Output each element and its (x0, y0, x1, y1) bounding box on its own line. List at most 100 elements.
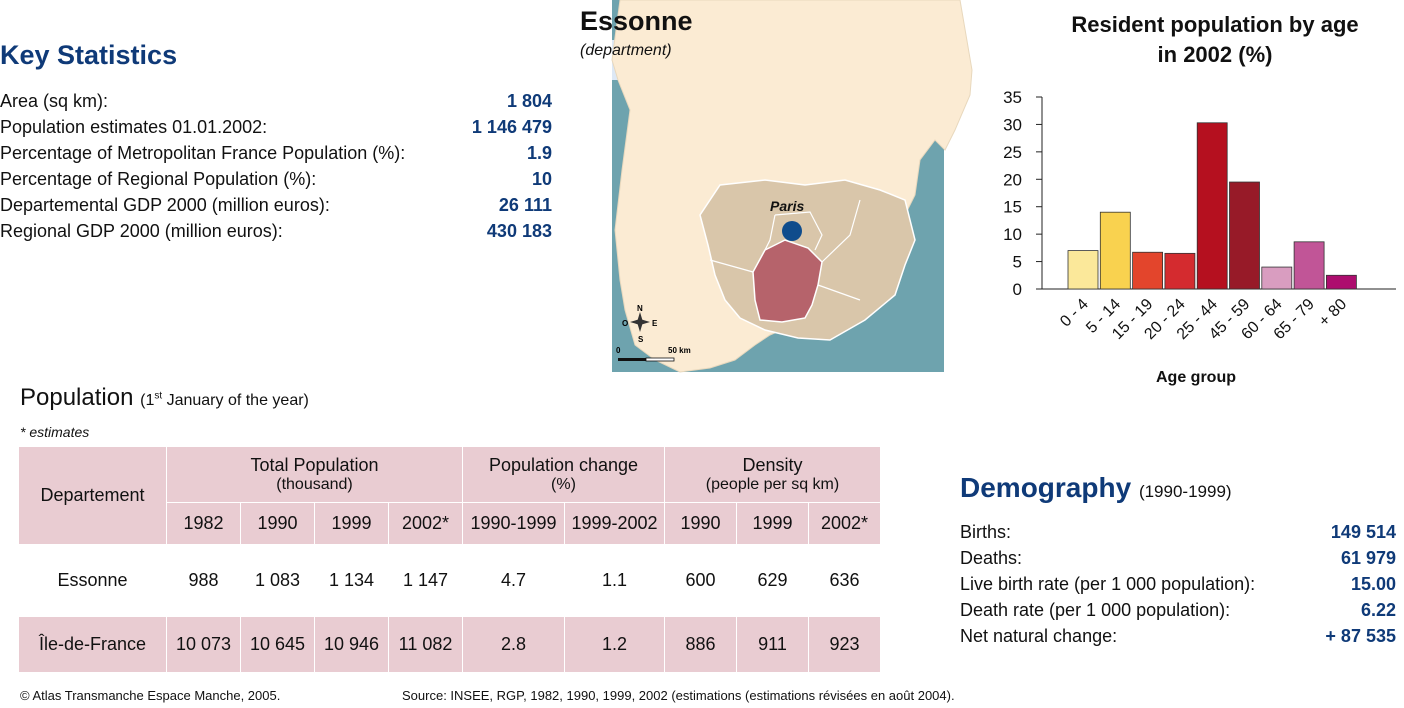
compass-n: N (637, 304, 643, 313)
copyright-text: © Atlas Transmanche Espace Manche, 2005. (20, 688, 281, 703)
key-stat-label: Area (sq km): (0, 91, 109, 111)
demography-label: Death rate (per 1 000 population): (960, 600, 1231, 620)
paris-marker (782, 221, 802, 241)
table-cell: 600 (664, 544, 737, 617)
header-total-label: Total Population (250, 455, 379, 475)
table-cell: 11 082 (388, 616, 463, 673)
table-cell: 1 134 (314, 544, 389, 617)
header-total-population: Total Population (thousand) (166, 446, 463, 503)
population-table: Departement Total Population (thousand) P… (18, 446, 881, 673)
key-stat-row: Departemental GDP 2000 (million euros): … (0, 192, 552, 218)
demography-row: Net natural change: + 87 535 (960, 623, 1396, 649)
map-title: Essonne (580, 6, 693, 36)
header-year: 2002* (388, 502, 463, 545)
key-stat-label: Population estimates 01.01.2002: (0, 117, 268, 137)
map-subtitle: (department) (580, 42, 672, 59)
demography-period: (1990-1999) (1138, 482, 1232, 501)
population-title: Population (1st January of the year) (20, 384, 309, 412)
compass-w: O (622, 319, 628, 328)
header-change-unit: (%) (551, 476, 576, 493)
demography-row: Births: 149 514 (960, 519, 1396, 545)
chart-title-text: Resident population by age in 2002 (%) (1071, 12, 1359, 67)
header-change-label: Population change (488, 455, 639, 475)
x-axis-label: Age group (1156, 369, 1236, 386)
table-cell: 636 (808, 544, 881, 617)
header-year: 1990 (240, 502, 315, 545)
bar-1 (1099, 211, 1131, 290)
bar-7 (1293, 241, 1325, 290)
key-stat-row: Percentage of Metropolitan France Popula… (0, 140, 552, 166)
source-text: Source: INSEE, RGP, 1982, 1990, 1999, 20… (402, 688, 955, 703)
compass-s: S (638, 335, 644, 344)
y-tick-label: 20 (1003, 170, 1022, 189)
header-year: 2002* (808, 502, 881, 545)
demography-title: Demography (1990-1999) (960, 472, 1232, 504)
table-cell: 10 645 (240, 616, 315, 673)
header-density-label: Density (742, 455, 803, 475)
demography-label: Net natural change: (960, 626, 1118, 646)
table-cell: 10 073 (166, 616, 241, 673)
key-stat-row: Area (sq km): 1 804 (0, 88, 552, 114)
table-cell: 988 (166, 544, 241, 617)
population-subtitle: (1st January of the year) (140, 390, 309, 409)
key-stat-value: 10 (531, 169, 552, 189)
scale-end: 50 km (668, 346, 691, 355)
y-tick-label: 15 (1003, 198, 1022, 217)
subtitle-part: January of the year) (162, 392, 309, 409)
key-stat-label: Regional GDP 2000 (million euros): (0, 221, 283, 241)
estimates-note: * estimates (20, 424, 90, 440)
header-year: 1999-2002 (564, 502, 665, 545)
inner-departments-borders (709, 199, 861, 301)
compass-e: E (652, 319, 658, 328)
table-row: Essonne 988 1 083 1 134 1 147 4.7 1.1 60… (18, 544, 881, 617)
header-year: 1982 (166, 502, 241, 545)
table-cell: 923 (808, 616, 881, 673)
key-stat-row: Percentage of Regional Population (%): 1… (0, 166, 552, 192)
key-statistics-title: Key Statistics (0, 40, 178, 70)
key-stat-row: Population estimates 01.01.2002: 1 146 4… (0, 114, 552, 140)
demography-row: Death rate (per 1 000 population): 6.22 (960, 597, 1396, 623)
region-map: Paris N S E O 0 50 km (611, 0, 973, 373)
header-population-change: Population change (%) (462, 446, 665, 503)
key-stat-label: Percentage of Regional Population (%): (0, 169, 317, 189)
table-cell: 629 (736, 544, 809, 617)
key-stat-value: 1.9 (526, 143, 552, 163)
y-tick-label: 0 (1013, 280, 1022, 299)
table-cell: 1.2 (564, 616, 665, 673)
demography-row: Live birth rate (per 1 000 population): … (960, 571, 1396, 597)
demography-label: Births: (960, 522, 1012, 542)
y-tick-label: 10 (1003, 225, 1022, 244)
essonne-department (752, 239, 823, 323)
bar-2 (1132, 251, 1164, 290)
bar-6 (1261, 266, 1293, 290)
table-cell: 911 (736, 616, 809, 673)
key-stat-value: 430 183 (486, 221, 552, 241)
header-year: 1990-1999 (462, 502, 565, 545)
row-name: Île-de-France (18, 616, 167, 673)
demography-value: 149 514 (1330, 522, 1396, 542)
bar-8 (1325, 274, 1357, 290)
y-tick-label: 5 (1013, 253, 1022, 272)
subtitle-superscript: st (154, 390, 163, 402)
table-cell: 1 147 (388, 544, 463, 617)
header-year: 1999 (736, 502, 809, 545)
demography-label: Live birth rate (per 1 000 population): (960, 574, 1256, 594)
header-density: Density (people per sq km) (664, 446, 881, 503)
key-stat-value: 1 804 (506, 91, 552, 111)
demography-label: Deaths: (960, 548, 1023, 568)
bar-5 (1229, 181, 1260, 290)
y-tick-label: 25 (1003, 143, 1022, 162)
y-tick-label: 35 (1003, 88, 1022, 107)
row-name: Essonne (18, 544, 167, 617)
key-stat-value: 1 146 479 (471, 117, 552, 137)
y-tick-label: 30 (1003, 115, 1022, 134)
demography-value: 15.00 (1350, 574, 1396, 594)
key-stat-row: Regional GDP 2000 (million euros): 430 1… (0, 218, 552, 244)
key-stat-label: Departemental GDP 2000 (million euros): (0, 195, 330, 215)
demography-value: + 87 535 (1325, 626, 1396, 646)
bar-3 (1164, 252, 1196, 290)
table-cell: 1 083 (240, 544, 315, 617)
header-total-unit: (thousand) (276, 476, 353, 493)
table-cell: 1.1 (564, 544, 665, 617)
